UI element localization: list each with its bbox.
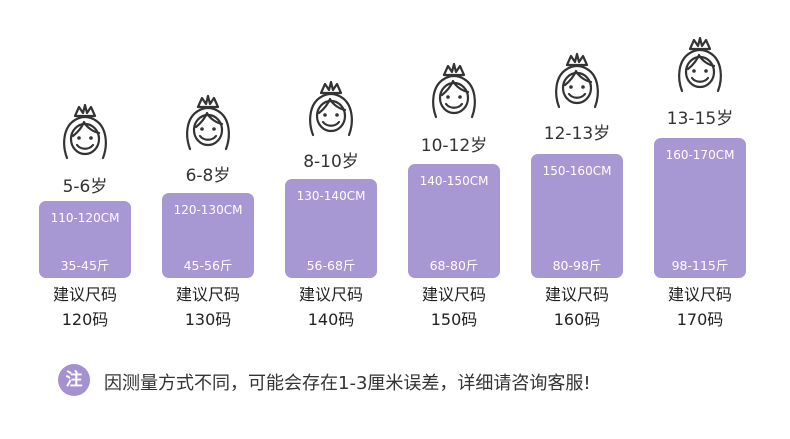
recommend-size: 130码 — [184, 310, 232, 329]
recommend-label: 建议尺码 — [421, 285, 486, 304]
girl-icon — [678, 36, 722, 93]
recommend-size: 120码 — [61, 310, 109, 329]
note-text: 因测量方式不同，可能会存在1-3厘米误差，详细请咨询客服! — [104, 373, 591, 394]
age-range: 10-12岁 — [420, 136, 488, 156]
size-column: 6-8岁 120-130CM 45-56斤 建议尺码 130码 — [162, 0, 254, 439]
age-range: 5-6岁 — [62, 177, 108, 197]
age-range: 6-8岁 — [185, 166, 231, 186]
recommend-label: 建议尺码 — [52, 285, 117, 304]
recommend-size: 150码 — [430, 310, 478, 329]
recommend-label: 建议尺码 — [544, 285, 609, 304]
size-bar: 110-120CM 35-45斤 — [39, 201, 131, 278]
girl-icon — [186, 94, 230, 151]
size-column: 5-6岁 110-120CM 35-45斤 建议尺码 120码 — [39, 0, 131, 439]
height-range: 110-120CM — [50, 211, 120, 225]
height-range: 130-140CM — [296, 189, 366, 203]
height-range: 160-170CM — [665, 148, 735, 162]
girl-icon — [555, 52, 599, 109]
girl-icon — [432, 62, 476, 119]
recommend-size: 170码 — [676, 310, 724, 329]
size-bar: 140-150CM 68-80斤 — [408, 164, 500, 278]
weight-range: 80-98斤 — [552, 258, 602, 273]
age-range: 12-13岁 — [543, 124, 611, 144]
girl-icon — [309, 80, 353, 137]
weight-range: 56-68斤 — [306, 258, 356, 273]
size-bar: 120-130CM 45-56斤 — [162, 193, 254, 278]
recommend-label: 建议尺码 — [298, 285, 363, 304]
recommend-label: 建议尺码 — [667, 285, 732, 304]
age-range: 13-15岁 — [666, 109, 734, 129]
size-column: 8-10岁 130-140CM 56-68斤 建议尺码 140码 — [285, 0, 377, 439]
height-range: 120-130CM — [173, 203, 243, 217]
size-bar: 160-170CM 98-115斤 — [654, 138, 746, 278]
girl-icon — [63, 103, 107, 160]
note-badge: 注 — [58, 364, 90, 396]
height-range: 140-150CM — [419, 174, 489, 188]
recommend-label: 建议尺码 — [175, 285, 240, 304]
height-range: 150-160CM — [542, 164, 612, 178]
size-bar: 130-140CM 56-68斤 — [285, 179, 377, 278]
size-column: 10-12岁 140-150CM 68-80斤 建议尺码 150码 — [408, 0, 500, 439]
weight-range: 68-80斤 — [429, 258, 479, 273]
age-range: 8-10岁 — [303, 152, 359, 172]
weight-range: 35-45斤 — [60, 258, 110, 273]
weight-range: 45-56斤 — [183, 258, 233, 273]
measurement-note: 注 因测量方式不同，可能会存在1-3厘米误差，详细请咨询客服! — [58, 364, 758, 400]
weight-range: 98-115斤 — [671, 258, 729, 273]
size-column: 13-15岁 160-170CM 98-115斤 建议尺码 170码 — [654, 0, 746, 439]
size-bar: 150-160CM 80-98斤 — [531, 154, 623, 278]
size-column: 12-13岁 150-160CM 80-98斤 建议尺码 160码 — [531, 0, 623, 439]
recommend-size: 140码 — [307, 310, 355, 329]
recommend-size: 160码 — [553, 310, 601, 329]
